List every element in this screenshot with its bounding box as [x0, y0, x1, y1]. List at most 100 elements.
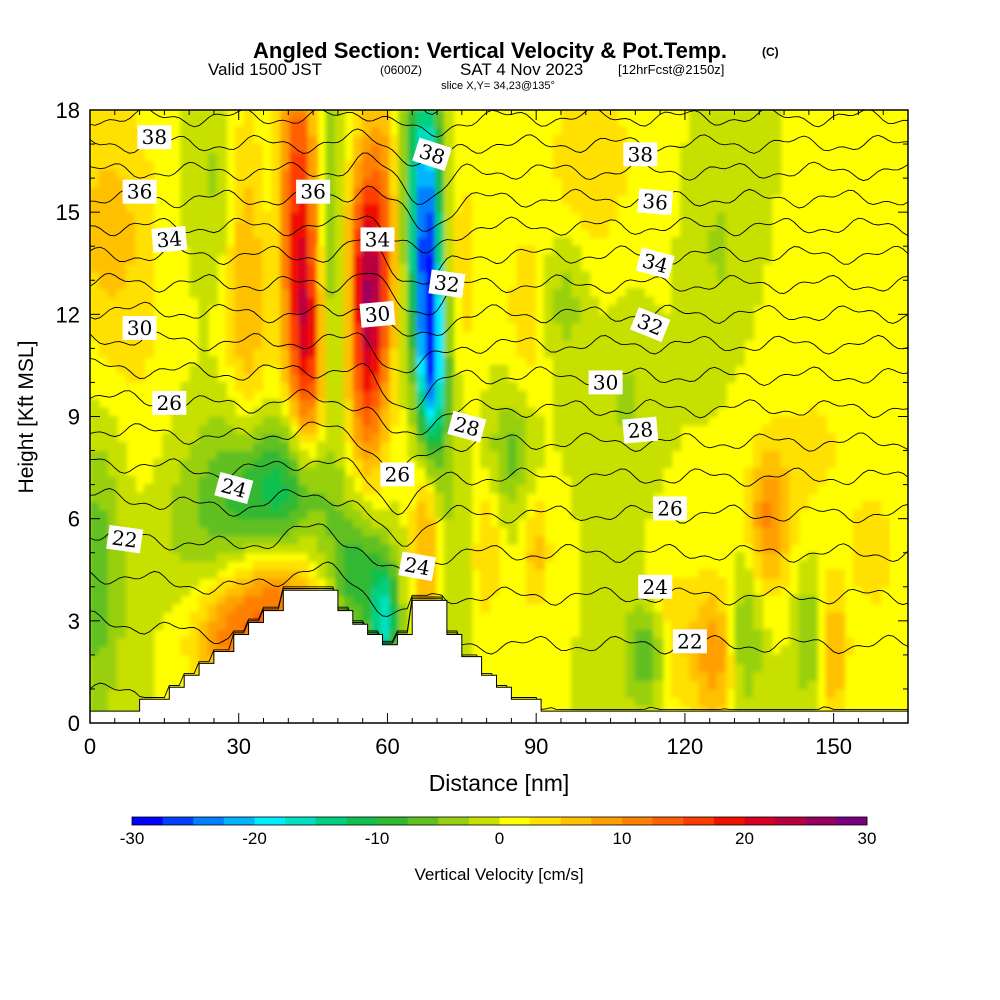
velocity-cell	[580, 160, 591, 171]
y-tick-label: 6	[68, 507, 80, 532]
velocity-cell	[380, 603, 391, 613]
velocity-cell	[616, 492, 627, 503]
velocity-cell	[689, 228, 700, 239]
velocity-cell	[625, 577, 636, 588]
contour-label: 30	[588, 370, 623, 395]
velocity-cell	[689, 220, 700, 230]
velocity-cell	[571, 330, 582, 341]
velocity-cell	[262, 569, 273, 579]
velocity-cell	[743, 611, 754, 622]
velocity-cell	[198, 390, 209, 400]
velocity-cell	[116, 203, 127, 213]
velocity-cell	[589, 696, 600, 707]
velocity-cell	[698, 347, 709, 358]
velocity-cell	[443, 364, 455, 375]
velocity-cell	[580, 679, 591, 690]
velocity-cell	[262, 262, 273, 273]
velocity-cell	[271, 271, 282, 281]
velocity-cell	[580, 135, 591, 145]
velocity-cell	[244, 296, 255, 307]
velocity-cell	[780, 679, 791, 690]
velocity-cell	[325, 424, 336, 435]
velocity-cell	[207, 186, 218, 196]
velocity-cell	[207, 296, 218, 307]
velocity-cell	[453, 577, 464, 588]
velocity-cell	[271, 501, 282, 511]
velocity-cell	[643, 603, 655, 613]
velocity-cell	[653, 450, 664, 460]
velocity-cell	[90, 169, 100, 179]
velocity-cell	[598, 679, 609, 690]
velocity-cell	[589, 356, 600, 366]
velocity-cell	[780, 645, 791, 656]
velocity-cell	[90, 637, 100, 647]
velocity-cell	[234, 203, 246, 213]
velocity-cell	[598, 203, 609, 213]
velocity-cell	[589, 186, 600, 196]
velocity-cell	[707, 296, 718, 307]
velocity-cell	[225, 245, 236, 256]
velocity-cell	[307, 407, 318, 417]
velocity-cell	[698, 245, 709, 256]
velocity-cell	[316, 381, 327, 392]
velocity-cell	[98, 118, 109, 128]
velocity-cell	[144, 552, 155, 562]
contour-label-text: 22	[110, 525, 139, 552]
velocity-cell	[171, 424, 182, 435]
velocity-cell	[743, 211, 754, 222]
velocity-cell	[371, 177, 382, 188]
velocity-cell	[462, 518, 473, 528]
velocity-cell	[443, 220, 455, 230]
velocity-cell	[107, 696, 118, 707]
velocity-cell	[225, 296, 236, 307]
velocity-cell	[207, 177, 218, 188]
velocity-cell	[634, 381, 645, 392]
velocity-cell	[616, 696, 627, 707]
velocity-cell	[407, 407, 418, 417]
velocity-cell	[343, 262, 355, 273]
velocity-cell	[707, 330, 718, 341]
velocity-cell	[507, 509, 518, 520]
velocity-cell	[298, 135, 309, 145]
velocity-cell	[207, 245, 218, 256]
velocity-cell	[125, 169, 136, 179]
velocity-cell	[189, 220, 200, 230]
velocity-cell	[116, 194, 127, 205]
velocity-cell	[780, 688, 791, 698]
velocity-cell	[225, 535, 236, 545]
velocity-cell	[807, 484, 818, 494]
velocity-cell	[198, 416, 209, 426]
velocity-cell	[380, 118, 391, 128]
velocity-cell	[416, 211, 427, 222]
velocity-cell	[298, 279, 309, 290]
velocity-cell	[353, 245, 364, 256]
velocity-cell	[125, 501, 136, 511]
velocity-cell	[371, 450, 382, 460]
velocity-cell	[443, 373, 455, 383]
velocity-cell	[316, 245, 327, 256]
velocity-cell	[289, 381, 300, 392]
velocity-cell	[207, 390, 218, 400]
velocity-cell	[134, 169, 146, 179]
velocity-cell	[98, 203, 109, 213]
velocity-cell	[798, 416, 809, 426]
velocity-cell	[425, 186, 436, 196]
velocity-cell	[580, 620, 591, 630]
velocity-cell	[643, 705, 655, 715]
velocity-cell	[171, 501, 182, 511]
velocity-cell	[416, 313, 427, 324]
velocity-cell	[798, 671, 809, 681]
velocity-cell	[144, 543, 155, 554]
isentrope-35	[90, 152, 908, 205]
velocity-cell	[125, 347, 136, 358]
velocity-cell	[616, 169, 627, 179]
velocity-cell	[571, 645, 582, 656]
velocity-cell	[125, 620, 136, 630]
velocity-cell	[253, 330, 264, 341]
velocity-cell	[180, 569, 191, 579]
velocity-cell	[116, 364, 127, 375]
velocity-cell	[525, 594, 536, 605]
velocity-cell	[443, 407, 455, 417]
velocity-cell	[425, 339, 436, 349]
velocity-cell	[725, 330, 736, 341]
